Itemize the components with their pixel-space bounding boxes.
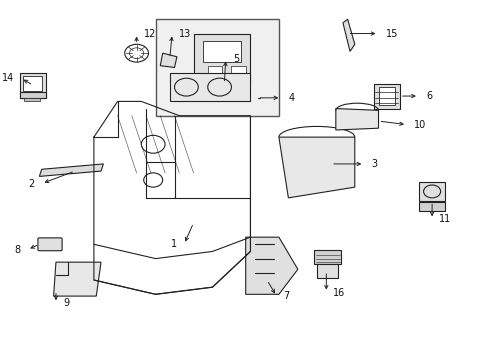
Text: 6: 6 [425, 91, 431, 101]
Polygon shape [54, 262, 101, 296]
Text: 13: 13 [179, 28, 191, 39]
Bar [20, 73, 46, 98]
Bar [373, 84, 399, 109]
Polygon shape [278, 137, 354, 198]
Bar [418, 202, 444, 211]
Bar [418, 182, 444, 202]
Text: 1: 1 [170, 239, 177, 249]
Text: 7: 7 [283, 291, 289, 301]
Polygon shape [335, 109, 378, 130]
Text: 9: 9 [63, 298, 69, 308]
Bar [23, 98, 40, 102]
Text: 5: 5 [232, 54, 239, 64]
Polygon shape [245, 237, 297, 294]
Bar [193, 33, 250, 84]
Text: 15: 15 [385, 28, 397, 39]
Text: 8: 8 [14, 245, 20, 255]
Bar [316, 264, 338, 278]
Text: 10: 10 [413, 120, 426, 130]
Bar [203, 41, 241, 62]
Text: 2: 2 [28, 179, 35, 189]
Text: 12: 12 [143, 28, 156, 39]
Polygon shape [160, 53, 177, 67]
Text: 4: 4 [288, 93, 294, 103]
Bar [314, 249, 340, 264]
Text: 11: 11 [438, 214, 450, 224]
Bar [378, 87, 394, 105]
FancyBboxPatch shape [38, 238, 62, 251]
Bar [231, 66, 245, 76]
FancyBboxPatch shape [155, 19, 278, 116]
Text: 16: 16 [333, 288, 345, 297]
Bar [20, 93, 46, 98]
Text: 14: 14 [1, 73, 14, 83]
Text: 3: 3 [370, 159, 377, 169]
Polygon shape [39, 164, 103, 176]
Bar [23, 76, 41, 91]
Polygon shape [342, 19, 354, 51]
Bar [207, 66, 222, 76]
Bar [169, 73, 250, 102]
